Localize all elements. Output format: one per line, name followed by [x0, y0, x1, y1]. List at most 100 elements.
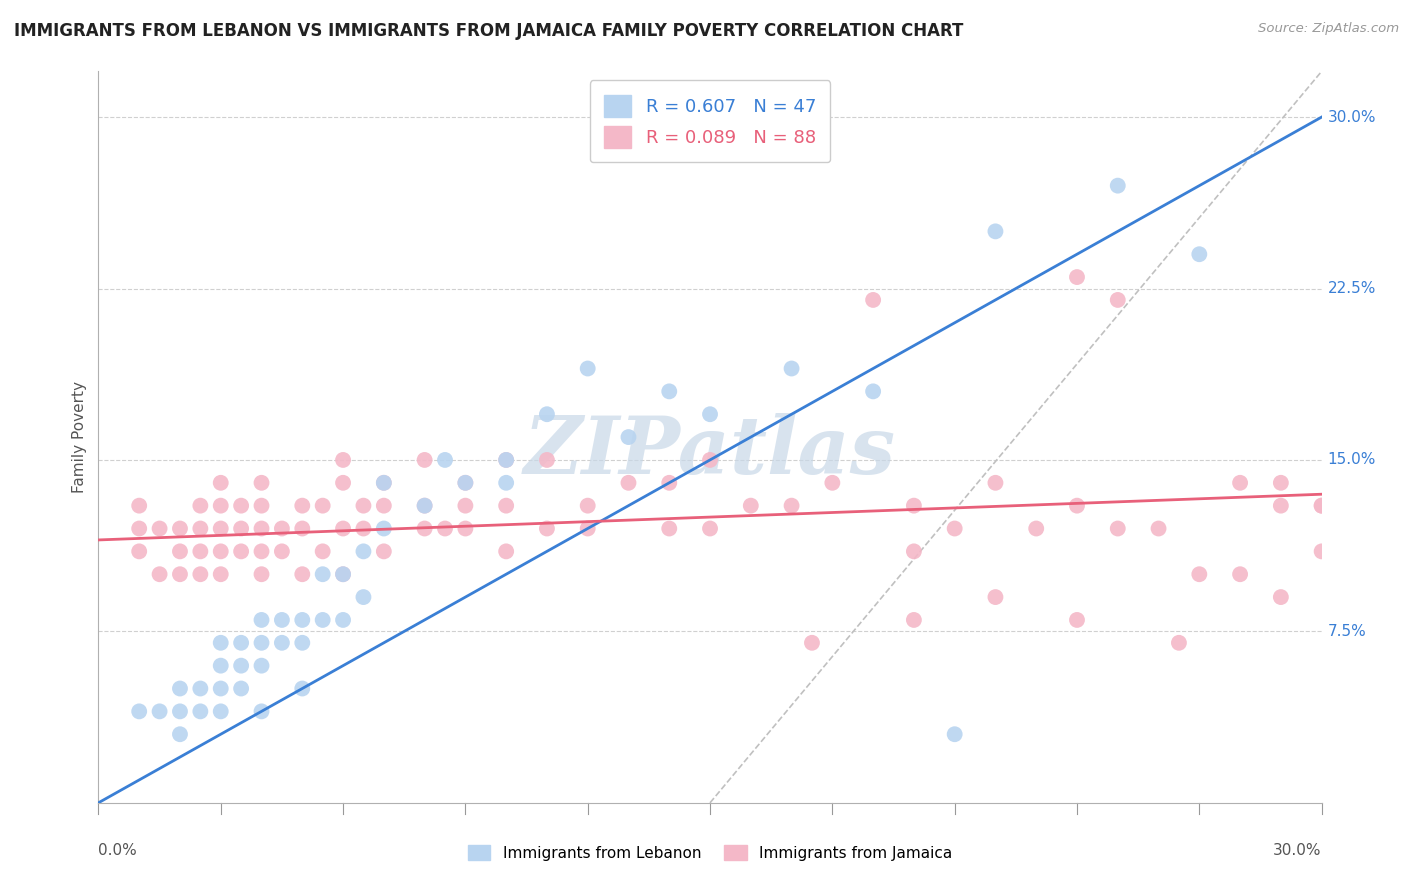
Point — [169, 727, 191, 741]
Point — [209, 636, 232, 650]
Point — [250, 658, 273, 673]
Point — [332, 567, 354, 582]
Point — [291, 499, 314, 513]
Point — [352, 590, 374, 604]
Point — [454, 475, 477, 490]
Point — [1167, 636, 1189, 650]
Point — [984, 590, 1007, 604]
Point — [188, 521, 212, 535]
Point — [352, 499, 374, 513]
Point — [312, 544, 335, 558]
Point — [209, 499, 232, 513]
Legend: Immigrants from Lebanon, Immigrants from Jamaica: Immigrants from Lebanon, Immigrants from… — [460, 837, 960, 868]
Point — [169, 567, 191, 582]
Point — [943, 727, 966, 741]
Point — [169, 544, 191, 558]
Point — [209, 658, 232, 673]
Point — [149, 567, 172, 582]
Point — [1107, 293, 1129, 307]
Point — [312, 499, 335, 513]
Point — [903, 499, 925, 513]
Point — [943, 521, 966, 535]
Point — [250, 475, 273, 490]
Point — [1025, 521, 1047, 535]
Point — [740, 499, 762, 513]
Point — [413, 499, 436, 513]
Text: ZIPatlas: ZIPatlas — [524, 413, 896, 491]
Point — [169, 681, 191, 696]
Point — [291, 613, 314, 627]
Point — [699, 407, 721, 421]
Point — [250, 567, 273, 582]
Point — [495, 475, 517, 490]
Point — [658, 475, 681, 490]
Point — [128, 705, 150, 719]
Point — [801, 636, 824, 650]
Point — [821, 475, 844, 490]
Point — [413, 499, 436, 513]
Point — [862, 384, 884, 399]
Point — [780, 361, 803, 376]
Point — [984, 475, 1007, 490]
Point — [231, 658, 253, 673]
Point — [250, 544, 273, 558]
Point — [1270, 499, 1292, 513]
Point — [373, 544, 395, 558]
Point — [658, 384, 681, 399]
Point — [1107, 521, 1129, 535]
Point — [128, 544, 150, 558]
Point — [1066, 270, 1088, 285]
Point — [903, 544, 925, 558]
Point — [291, 636, 314, 650]
Point — [250, 613, 273, 627]
Point — [1147, 521, 1170, 535]
Point — [352, 544, 374, 558]
Point — [454, 499, 477, 513]
Point — [209, 567, 232, 582]
Point — [188, 499, 212, 513]
Point — [188, 705, 212, 719]
Point — [332, 453, 354, 467]
Point — [780, 499, 803, 513]
Point — [434, 453, 457, 467]
Point — [250, 521, 273, 535]
Point — [495, 499, 517, 513]
Point — [188, 681, 212, 696]
Point — [1188, 247, 1211, 261]
Point — [617, 475, 640, 490]
Point — [373, 475, 395, 490]
Point — [617, 430, 640, 444]
Point — [1229, 567, 1251, 582]
Point — [149, 521, 172, 535]
Point — [188, 567, 212, 582]
Point — [312, 567, 335, 582]
Text: 22.5%: 22.5% — [1327, 281, 1376, 296]
Text: IMMIGRANTS FROM LEBANON VS IMMIGRANTS FROM JAMAICA FAMILY POVERTY CORRELATION CH: IMMIGRANTS FROM LEBANON VS IMMIGRANTS FR… — [14, 22, 963, 40]
Point — [169, 521, 191, 535]
Text: 7.5%: 7.5% — [1327, 624, 1367, 639]
Point — [454, 475, 477, 490]
Point — [1270, 475, 1292, 490]
Point — [413, 453, 436, 467]
Point — [250, 499, 273, 513]
Point — [332, 475, 354, 490]
Point — [270, 544, 294, 558]
Point — [1310, 499, 1333, 513]
Point — [250, 705, 273, 719]
Point — [495, 453, 517, 467]
Point — [209, 475, 232, 490]
Text: 0.0%: 0.0% — [98, 843, 138, 858]
Text: 15.0%: 15.0% — [1327, 452, 1376, 467]
Point — [270, 521, 294, 535]
Point — [984, 224, 1007, 238]
Point — [576, 521, 599, 535]
Point — [1229, 475, 1251, 490]
Point — [434, 521, 457, 535]
Point — [231, 499, 253, 513]
Point — [658, 521, 681, 535]
Point — [576, 361, 599, 376]
Point — [536, 453, 558, 467]
Point — [128, 521, 150, 535]
Point — [169, 705, 191, 719]
Point — [332, 567, 354, 582]
